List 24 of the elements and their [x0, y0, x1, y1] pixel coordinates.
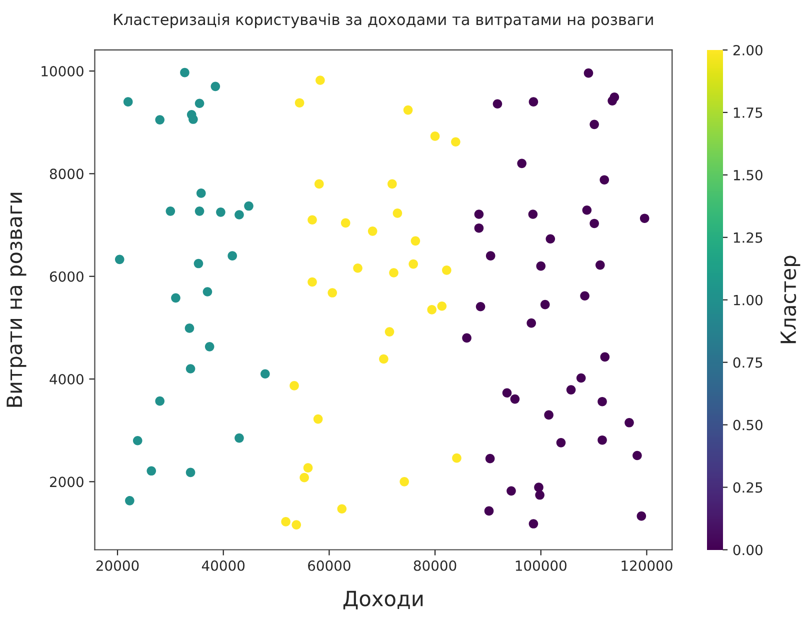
y-tick-label: 10000 — [42, 66, 84, 76]
y-tick-label: 4000 — [50, 374, 84, 384]
color-bar-label: 1.75 — [734, 108, 762, 118]
color-bar-label: 1.25 — [734, 232, 762, 243]
color-bar-label: 0.75 — [733, 357, 762, 368]
color-bar-label: 0.25 — [733, 482, 762, 493]
color-bar-title: Кластер — [780, 256, 800, 344]
x-axis-title: Доходи — [343, 590, 423, 610]
x-tick-label: 40000 — [202, 560, 245, 571]
x-tick-label: 80000 — [414, 560, 456, 571]
x-tick-label: 120000 — [622, 560, 672, 571]
x-tick-label: 60000 — [308, 560, 350, 571]
y-tick-label: 6000 — [50, 271, 84, 282]
color-bar-label: 2.00 — [733, 44, 762, 56]
y-axis-title: Витрати на розваги — [6, 192, 26, 407]
x-tick-label: 20000 — [96, 560, 139, 571]
y-tick-label: 2000 — [50, 476, 84, 488]
chart-title: Кластеризація користувачів за доходами та витратами на розваги — [114, 13, 653, 28]
x-tick-label: 100000 — [516, 560, 566, 571]
color-bar-label: 1.00 — [734, 294, 762, 306]
y-tick-label: 8000 — [50, 168, 84, 180]
color-bar-label: 0.50 — [733, 420, 762, 430]
color-bar-label: 1.50 — [734, 170, 762, 180]
color-bar-label: 0.00 — [733, 544, 762, 556]
